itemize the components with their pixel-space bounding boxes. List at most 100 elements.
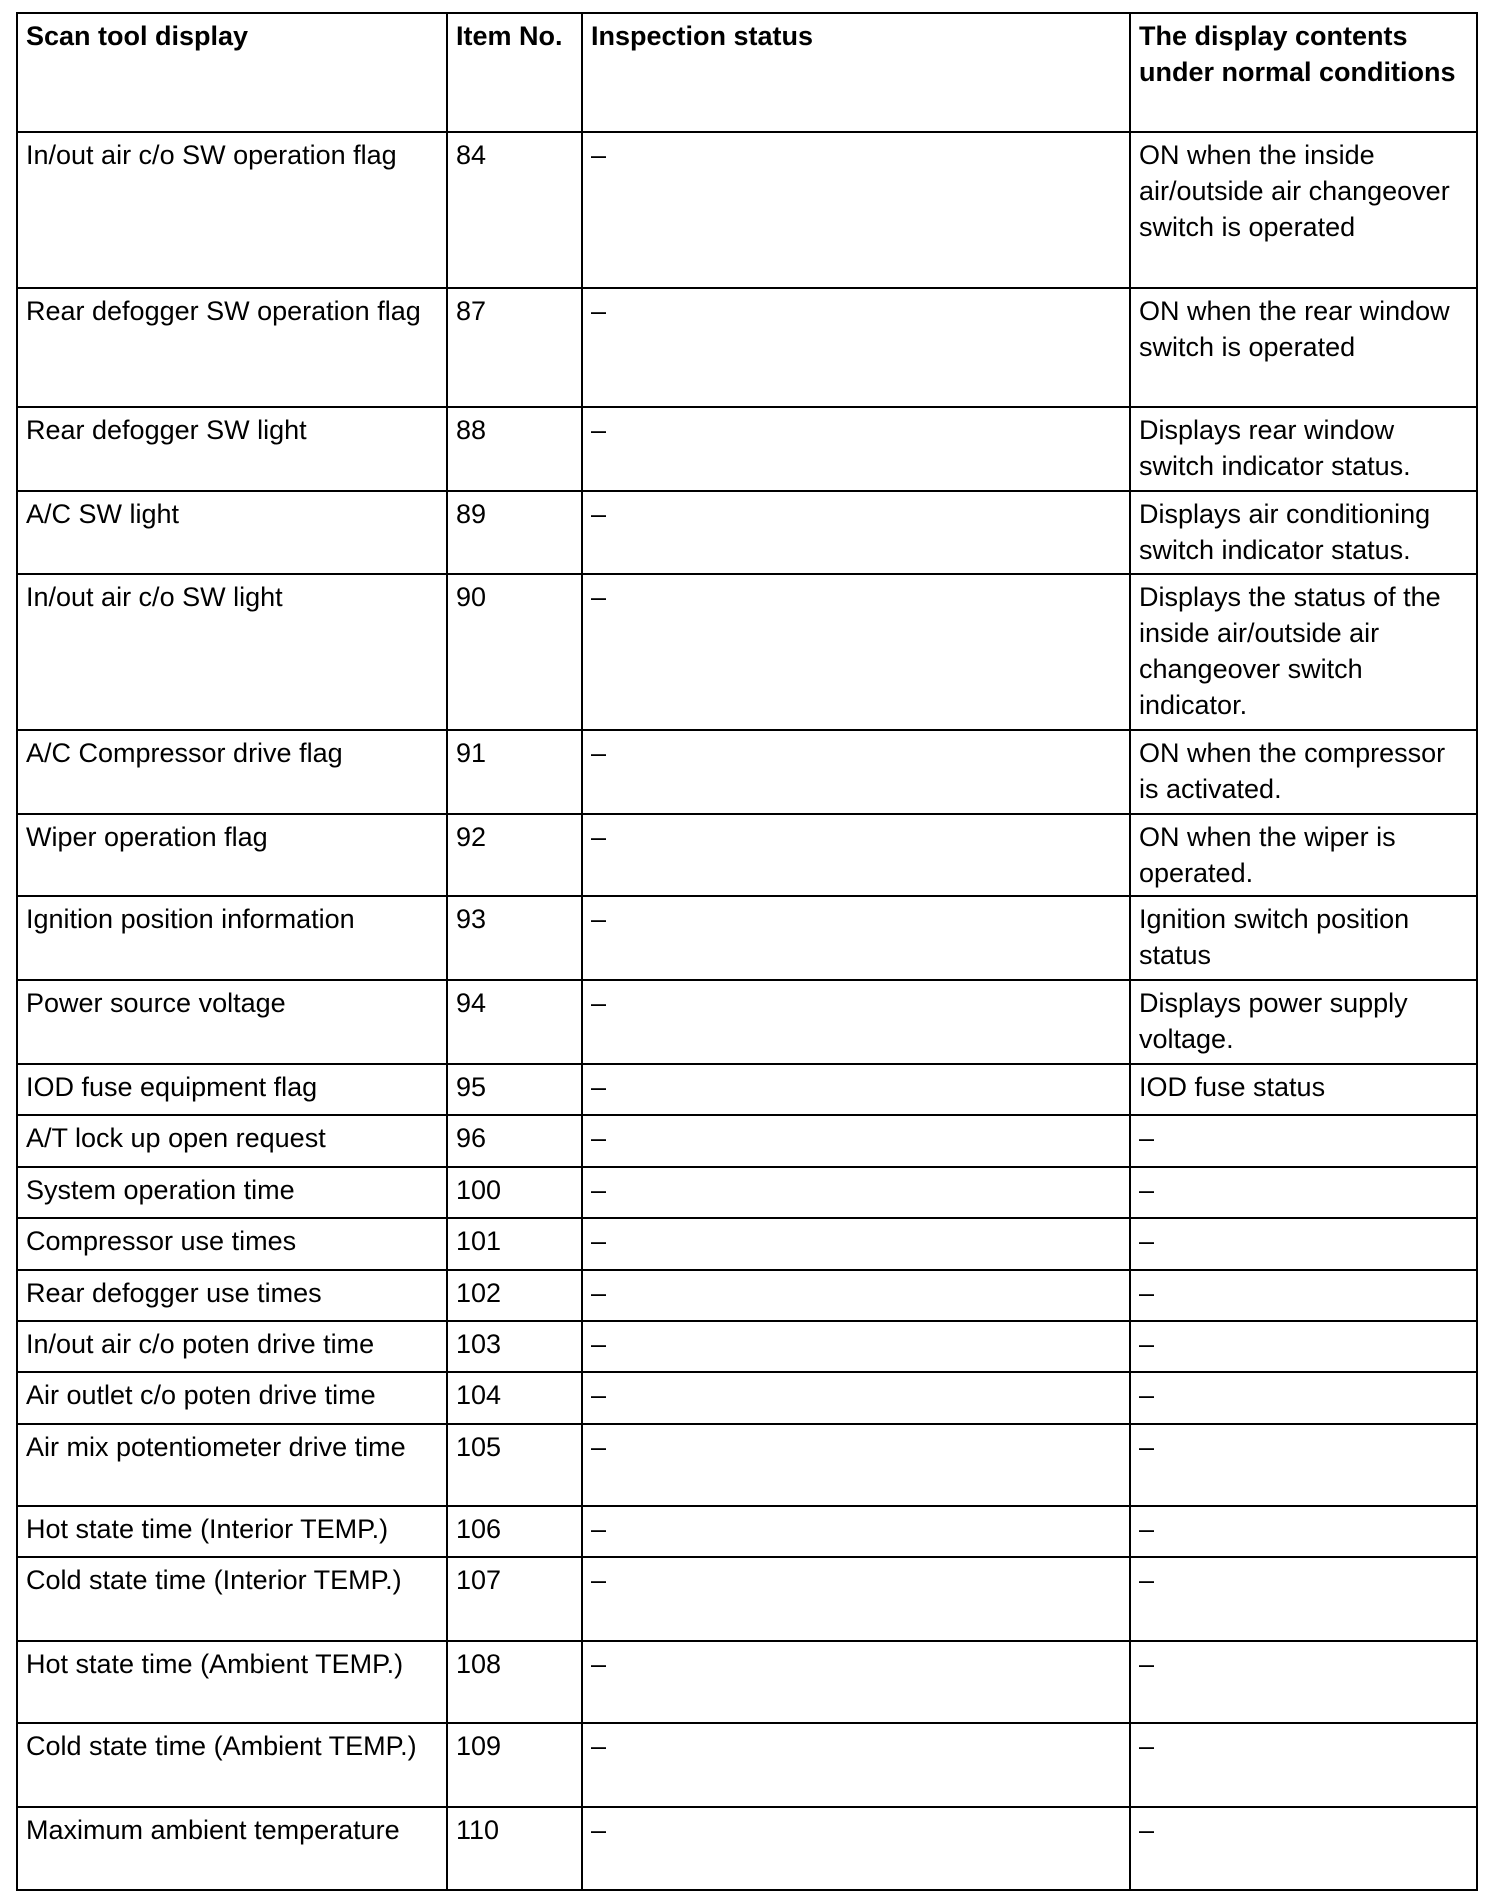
cell-inspection-status: – (581, 131, 1131, 289)
cell-scan-tool-display: Hot state time (Interior TEMP.) (16, 1505, 448, 1558)
table-row: In/out air c/o poten drive time 103– – (16, 1320, 1478, 1373)
table-row: A/C Compressor drive flag 91– ON when the … (16, 729, 1478, 815)
cell-item-no: 101 (446, 1217, 583, 1271)
header-row: Scan tool display Item No. Inspection st… (16, 12, 1478, 133)
cell-inspection-status: – (581, 287, 1131, 408)
table-row: Air outlet c/o poten drive time 104– – (16, 1371, 1478, 1425)
cell-item-no: 104 (446, 1371, 583, 1425)
cell-display-contents: – (1129, 1166, 1478, 1219)
cell-inspection-status: – (581, 1423, 1131, 1507)
header-display-contents: The display contents under normal condit… (1129, 12, 1478, 133)
scan-tool-table: Scan tool display Item No. Inspection st… (16, 12, 1478, 1891)
cell-display-contents: ON when the inside air/outside air chang… (1129, 131, 1478, 289)
cell-scan-tool-display: Wiper operation flag (16, 813, 448, 897)
table-row: Rear defogger SW operation flag 87– ON whe… (16, 287, 1478, 408)
cell-scan-tool-display: Cold state time (Ambient TEMP.) (16, 1722, 448, 1808)
cell-scan-tool-display: Power source voltage (16, 979, 448, 1065)
table-row: Compressor use times 101– – (16, 1217, 1478, 1271)
cell-item-no: 93 (446, 895, 583, 981)
table-row: Power source voltage 94– Displays power su… (16, 979, 1478, 1065)
table-row: System operation time 100– – (16, 1166, 1478, 1219)
cell-item-no: 107 (446, 1556, 583, 1642)
cell-display-contents: – (1129, 1320, 1478, 1373)
table-row: A/C SW light 89– Displays air conditioning… (16, 490, 1478, 575)
cell-scan-tool-display: A/C Compressor drive flag (16, 729, 448, 815)
cell-display-contents: ON when the compressor is activated. (1129, 729, 1478, 815)
cell-inspection-status: – (581, 1269, 1131, 1322)
cell-item-no: 96 (446, 1114, 583, 1168)
cell-display-contents: – (1129, 1371, 1478, 1425)
cell-display-contents: – (1129, 1806, 1478, 1891)
cell-item-no: 105 (446, 1423, 583, 1507)
table-row: IOD fuse equipment flag 95– IOD fuse statu… (16, 1063, 1478, 1116)
cell-inspection-status: – (581, 729, 1131, 815)
cell-scan-tool-display: In/out air c/o SW operation flag (16, 131, 448, 289)
cell-scan-tool-display: In/out air c/o SW light (16, 573, 448, 731)
cell-item-no: 87 (446, 287, 583, 408)
cell-scan-tool-display: A/T lock up open request (16, 1114, 448, 1168)
cell-display-contents: ON when the rear window switch is operat… (1129, 287, 1478, 408)
cell-display-contents: – (1129, 1556, 1478, 1642)
cell-item-no: 110 (446, 1806, 583, 1891)
cell-item-no: 92 (446, 813, 583, 897)
cell-item-no: 103 (446, 1320, 583, 1373)
cell-inspection-status: – (581, 1371, 1131, 1425)
cell-display-contents: ON when the wiper is operated. (1129, 813, 1478, 897)
cell-item-no: 88 (446, 406, 583, 492)
cell-scan-tool-display: Hot state time (Ambient TEMP.) (16, 1640, 448, 1724)
table-row: Wiper operation flag 92– ON when the wiper… (16, 813, 1478, 897)
cell-inspection-status: – (581, 490, 1131, 575)
cell-display-contents: Displays power supply voltage. (1129, 979, 1478, 1065)
cell-inspection-status: – (581, 406, 1131, 492)
cell-display-contents: – (1129, 1640, 1478, 1724)
cell-scan-tool-display: Air mix potentiometer drive time (16, 1423, 448, 1507)
table-row: Cold state time (Interior TEMP.) 107– – (16, 1556, 1478, 1642)
cell-item-no: 94 (446, 979, 583, 1065)
table-row: Hot state time (Ambient TEMP.) 108– – (16, 1640, 1478, 1724)
cell-inspection-status: – (581, 573, 1131, 731)
cell-inspection-status: – (581, 1505, 1131, 1558)
cell-item-no: 109 (446, 1722, 583, 1808)
cell-inspection-status: – (581, 1217, 1131, 1271)
cell-item-no: 100 (446, 1166, 583, 1219)
cell-inspection-status: – (581, 1166, 1131, 1219)
cell-inspection-status: – (581, 1806, 1131, 1891)
cell-display-contents: Displays the status of the inside air/ou… (1129, 573, 1478, 731)
cell-scan-tool-display: Rear defogger use times (16, 1269, 448, 1322)
cell-inspection-status: – (581, 813, 1131, 897)
cell-inspection-status: – (581, 1722, 1131, 1808)
table-row: Cold state time (Ambient TEMP.) 109– – (16, 1722, 1478, 1808)
cell-display-contents: Displays air conditioning switch indicat… (1129, 490, 1478, 575)
table-row: Air mix potentiometer drive time 105– – (16, 1423, 1478, 1507)
cell-inspection-status: – (581, 1640, 1131, 1724)
cell-scan-tool-display: A/C SW light (16, 490, 448, 575)
table-row: Ignition position information 93– Ignition… (16, 895, 1478, 981)
cell-scan-tool-display: Cold state time (Interior TEMP.) (16, 1556, 448, 1642)
table-row: Rear defogger use times 102– – (16, 1269, 1478, 1322)
cell-scan-tool-display: IOD fuse equipment flag (16, 1063, 448, 1116)
cell-scan-tool-display: Air outlet c/o poten drive time (16, 1371, 448, 1425)
cell-inspection-status: – (581, 1114, 1131, 1168)
cell-scan-tool-display: Maximum ambient temperature (16, 1806, 448, 1891)
cell-inspection-status: – (581, 895, 1131, 981)
cell-item-no: 102 (446, 1269, 583, 1322)
header-inspection-status: Inspection status (581, 12, 1131, 133)
cell-display-contents: – (1129, 1269, 1478, 1322)
cell-item-no: 89 (446, 490, 583, 575)
cell-item-no: 106 (446, 1505, 583, 1558)
cell-scan-tool-display: Rear defogger SW light (16, 406, 448, 492)
cell-scan-tool-display: Rear defogger SW operation flag (16, 287, 448, 408)
cell-scan-tool-display: Ignition position information (16, 895, 448, 981)
cell-display-contents: – (1129, 1722, 1478, 1808)
cell-display-contents: IOD fuse status (1129, 1063, 1478, 1116)
cell-inspection-status: – (581, 1320, 1131, 1373)
cell-display-contents: – (1129, 1505, 1478, 1558)
cell-display-contents: Displays rear window switch indicator st… (1129, 406, 1478, 492)
cell-display-contents: – (1129, 1423, 1478, 1507)
cell-scan-tool-display: In/out air c/o poten drive time (16, 1320, 448, 1373)
table-row: In/out air c/o SW light 90– Displays the s… (16, 573, 1478, 731)
cell-item-no: 90 (446, 573, 583, 731)
cell-inspection-status: – (581, 1556, 1131, 1642)
cell-item-no: 108 (446, 1640, 583, 1724)
cell-item-no: 95 (446, 1063, 583, 1116)
